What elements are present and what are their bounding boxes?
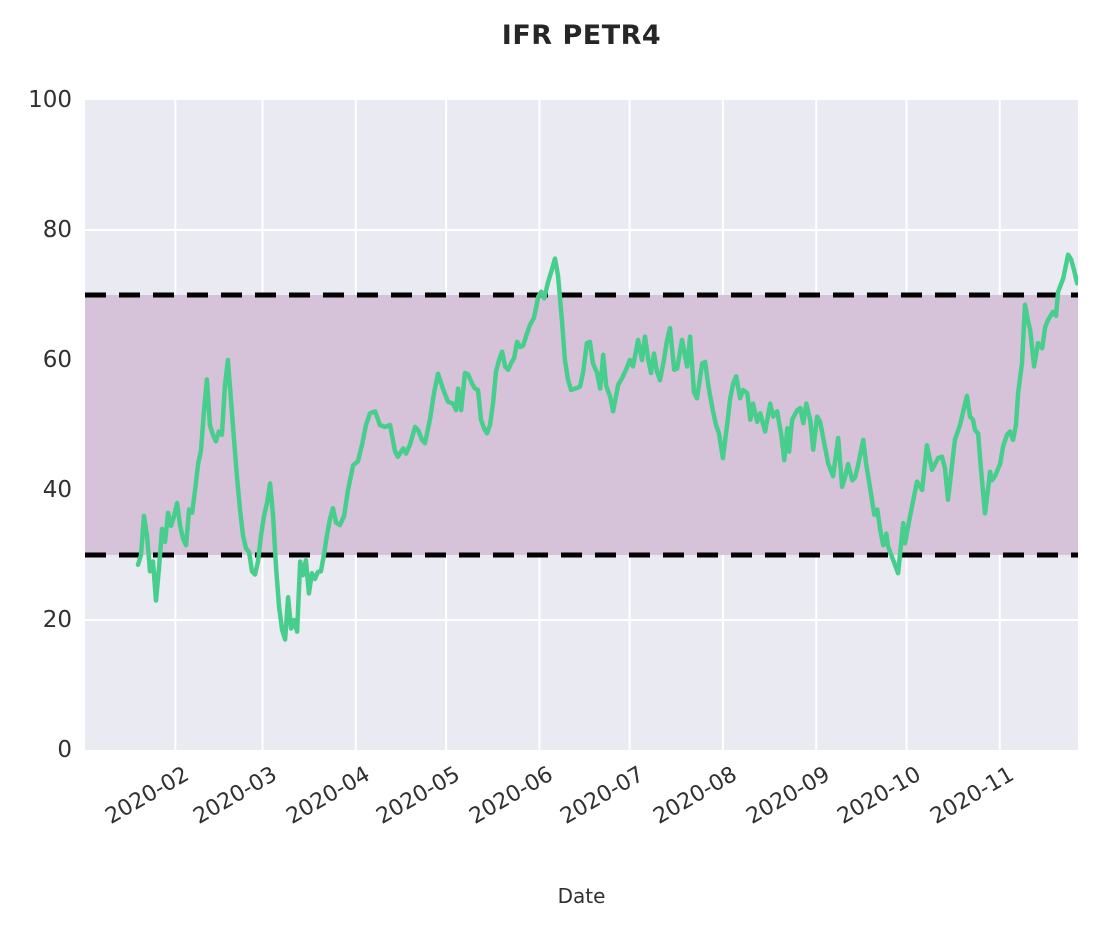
rsi-line: [135, 252, 1078, 642]
x-tick-label: 2020-03: [188, 762, 281, 830]
x-tick-label: 2020-02: [101, 762, 194, 830]
y-tick-label: 100: [28, 87, 72, 113]
x-tick-label: 2020-07: [556, 762, 649, 830]
x-tick-label: 2020-09: [742, 762, 835, 830]
plot-area: [85, 100, 1078, 750]
x-tick-label: 2020-04: [282, 762, 375, 830]
x-tick-label: 2020-10: [832, 762, 925, 830]
x-tick-label: 2020-11: [926, 762, 1019, 830]
y-tick-label: 80: [42, 217, 72, 243]
x-tick-label: 2020-08: [649, 762, 742, 830]
x-axis-label: Date: [557, 884, 606, 908]
y-tick-label: 40: [42, 477, 72, 503]
y-tick-label: 60: [42, 347, 72, 373]
x-tick-label: 2020-05: [372, 762, 465, 830]
y-tick-label: 20: [42, 607, 72, 633]
y-tick-label: 0: [57, 737, 72, 763]
plot-svg: [85, 100, 1078, 750]
chart-title: IFR PETR4: [501, 20, 662, 51]
x-tick-label: 2020-06: [465, 762, 558, 830]
